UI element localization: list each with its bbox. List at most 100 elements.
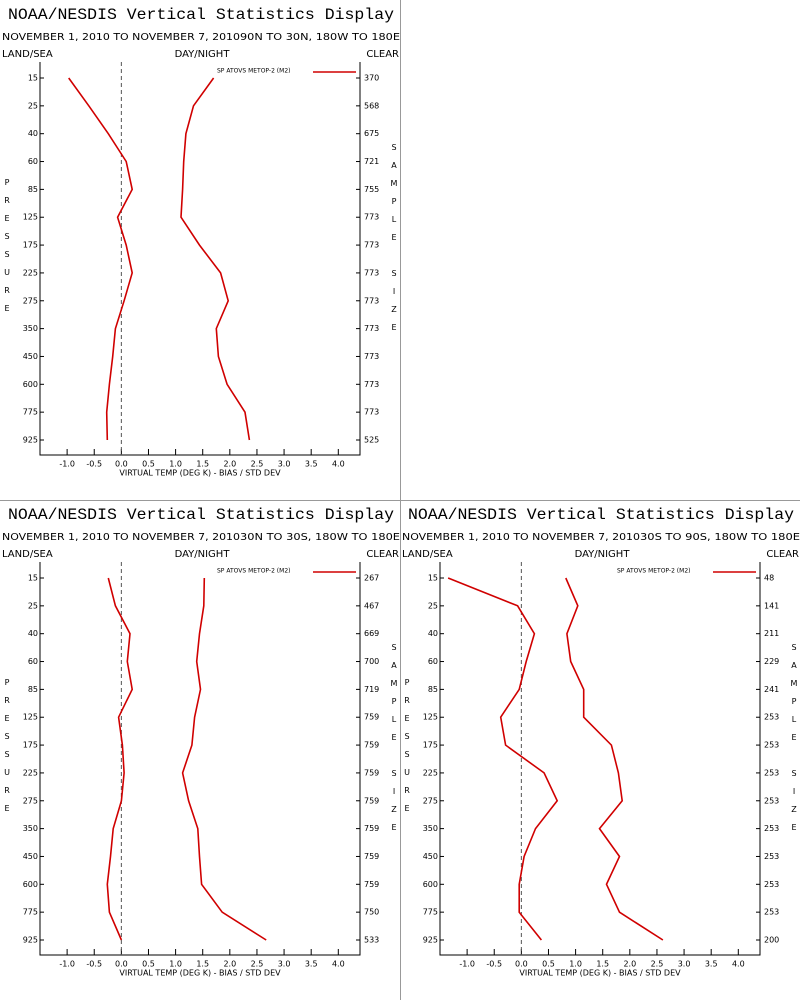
header-right: CLEAR <box>766 549 799 560</box>
x-tick-label: 4.0 <box>732 960 745 969</box>
y-tick-label: 350 <box>423 824 438 833</box>
x-axis-label: VIRTUAL TEMP (DEG K) - BIAS / STD DEV <box>119 969 281 978</box>
x-tick-label: -0.5 <box>86 460 102 469</box>
y-tick-label: 175 <box>423 741 438 750</box>
sample-size-label: 141 <box>764 601 779 610</box>
y-tick-label: 350 <box>23 324 38 333</box>
x-tick-label: 0.5 <box>142 460 155 469</box>
sample-size-label: 48 <box>764 574 774 583</box>
y-tick-label: 775 <box>23 408 38 417</box>
x-tick-label: -1.0 <box>59 460 75 469</box>
x-tick-label: 2.0 <box>223 960 236 969</box>
x-tick-label: 2.5 <box>651 960 664 969</box>
y-tick-label: 175 <box>23 741 38 750</box>
x-axis-label: VIRTUAL TEMP (DEG K) - BIAS / STD DEV <box>519 969 681 978</box>
sample-size-label: 253 <box>764 796 779 805</box>
sample-size-label: 675 <box>364 129 379 138</box>
sample-size-label: 669 <box>364 629 379 638</box>
sample-size-label: 211 <box>764 629 779 638</box>
y-tick-label: 775 <box>423 908 438 917</box>
sample-size-label: 759 <box>364 768 379 777</box>
y-tick-label: 600 <box>23 880 38 889</box>
x-tick-label: 0.0 <box>115 960 128 969</box>
sample-size-label: 759 <box>364 852 379 861</box>
header-left: LAND/SEA <box>402 549 453 560</box>
x-tick-label: 3.0 <box>278 960 291 969</box>
y-tick-label: 125 <box>23 213 38 222</box>
sample-size-label: 253 <box>764 880 779 889</box>
y-tick-label: 85 <box>28 185 38 194</box>
series-line <box>181 577 267 941</box>
x-tick-label: 1.5 <box>596 960 609 969</box>
sample-size-label: 267 <box>364 574 379 583</box>
y-tick-label: 40 <box>428 629 438 638</box>
plot-frame <box>39 62 361 456</box>
y-tick-label: 15 <box>428 574 438 583</box>
header-center: DAY/NIGHT <box>575 549 631 560</box>
x-tick-label: 1.5 <box>196 460 209 469</box>
y-tick-label: 175 <box>23 241 38 250</box>
sample-size-label: 773 <box>364 352 379 361</box>
x-tick-label: 1.5 <box>196 960 209 969</box>
y-tick-label: 60 <box>428 657 438 666</box>
x-axis-label: VIRTUAL TEMP (DEG K) - BIAS / STD DEV <box>119 469 281 478</box>
sample-size-label: 467 <box>364 601 379 610</box>
x-tick-label: -0.5 <box>486 960 502 969</box>
legend-label: SP ATOVS METOP-2 (M2) <box>617 568 690 575</box>
y-tick-label: 275 <box>23 796 38 805</box>
y-tick-label: 275 <box>23 296 38 305</box>
y-tick-label: 925 <box>23 936 38 945</box>
sample-size-label: 700 <box>364 657 379 666</box>
y-tick-label: 25 <box>28 101 38 110</box>
x-tick-label: 2.0 <box>223 460 236 469</box>
y-tick-label: 85 <box>428 685 438 694</box>
x-tick-label: 0.5 <box>542 960 555 969</box>
header-right: CLEAR <box>366 49 399 60</box>
sample-size-label: 253 <box>764 768 779 777</box>
y-tick-label: 15 <box>28 574 38 583</box>
series-line <box>180 77 251 441</box>
chart-panel: NOAA/NESDIS Vertical Statistics Display N… <box>402 506 800 977</box>
sample-size-label: 773 <box>364 213 379 222</box>
x-tick-label: -1.0 <box>59 960 75 969</box>
y-tick-label: 600 <box>423 880 438 889</box>
sample-size-label: 241 <box>764 685 779 694</box>
series-line <box>68 77 134 441</box>
y-tick-label: 225 <box>23 268 38 277</box>
y-tick-label: 350 <box>23 824 38 833</box>
sample-size-label: 253 <box>764 713 779 722</box>
chart-title: NOAA/NESDIS Vertical Statistics Display <box>8 506 394 524</box>
sample-size-label: 253 <box>764 824 779 833</box>
subtitle: NOVEMBER 1, 2010 TO NOVEMBER 7, 2010 <box>2 532 240 543</box>
x-tick-label: 3.0 <box>678 960 691 969</box>
x-tick-label: 0.5 <box>142 960 155 969</box>
sample-size-label: 773 <box>364 241 379 250</box>
series-line <box>447 577 559 941</box>
x-tick-label: 3.5 <box>305 960 318 969</box>
sample-size-label: 721 <box>364 157 379 166</box>
series-line <box>565 577 664 941</box>
sample-size-label: 773 <box>364 380 379 389</box>
x-tick-label: 2.5 <box>251 960 264 969</box>
x-tick-label: 3.5 <box>305 460 318 469</box>
y-tick-label: 925 <box>423 936 438 945</box>
y-tick-label: 225 <box>23 768 38 777</box>
y-tick-label: 450 <box>423 852 438 861</box>
y-tick-label: 225 <box>423 768 438 777</box>
sample-size-label: 773 <box>364 408 379 417</box>
region: 30N TO 30S, 180W TO 180E <box>240 532 400 543</box>
chart-title: NOAA/NESDIS Vertical Statistics Display <box>408 506 794 524</box>
sample-size-label: 719 <box>364 685 379 694</box>
plot-frame <box>439 562 761 956</box>
sample-size-label: 755 <box>364 185 379 194</box>
y-tick-label: 275 <box>423 796 438 805</box>
sample-size-label: 229 <box>764 657 779 666</box>
subtitle: NOVEMBER 1, 2010 TO NOVEMBER 7, 2010 <box>402 532 640 543</box>
